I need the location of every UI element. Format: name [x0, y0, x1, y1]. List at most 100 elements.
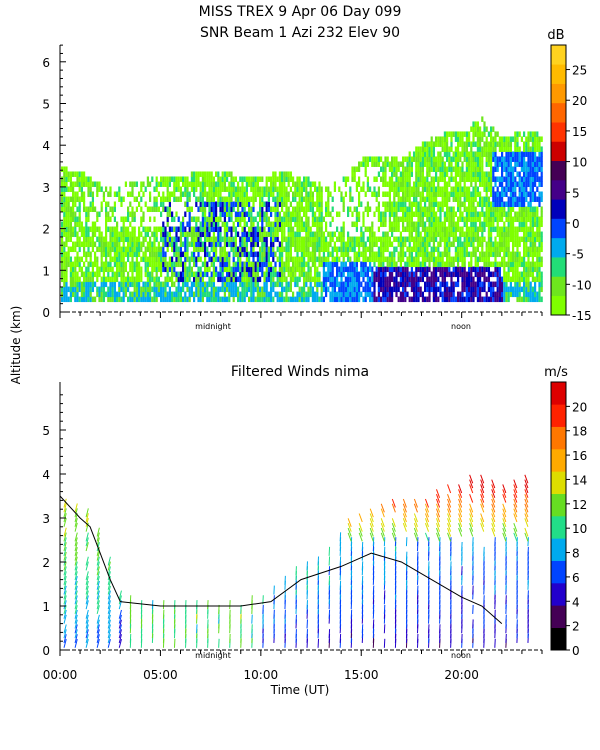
- snr-cell: [122, 236, 125, 243]
- snr-cell: [311, 181, 314, 187]
- snr-cell: [494, 296, 497, 303]
- snr-cell: [479, 161, 482, 167]
- snr-cell: [538, 176, 541, 182]
- snr-cell: [463, 181, 466, 187]
- snr-cell: [78, 256, 81, 263]
- snr-cell: [457, 206, 460, 213]
- snr-cell: [131, 181, 134, 187]
- snr-cell: [193, 236, 196, 243]
- snr-cell: [144, 286, 147, 293]
- snr-cell: [494, 211, 497, 218]
- snr-cell: [250, 261, 253, 268]
- snr-cell: [94, 296, 97, 303]
- snr-cell: [179, 296, 182, 303]
- snr-cell: [428, 201, 431, 207]
- snr-cell: [454, 186, 457, 192]
- snr-cell: [529, 251, 532, 258]
- snr-cell: [230, 201, 233, 207]
- snr-cell: [186, 206, 189, 213]
- snr-cell: [514, 251, 517, 258]
- snr-cell: [397, 271, 400, 278]
- snr-cell: [481, 226, 484, 233]
- snr-cell: [76, 276, 79, 283]
- snr-cell: [219, 226, 222, 233]
- snr-cell: [76, 236, 79, 243]
- snr-cell: [94, 261, 97, 268]
- snr-cell: [505, 226, 508, 233]
- snr-cell: [457, 186, 460, 192]
- snr-cell: [402, 241, 405, 248]
- snr-cell: [340, 246, 343, 253]
- snr-cell: [270, 241, 273, 248]
- snr-cell: [421, 196, 424, 202]
- snr-cell: [89, 241, 92, 248]
- snr-cell: [527, 251, 530, 258]
- snr-cell: [250, 226, 253, 233]
- snr-cell: [142, 216, 145, 223]
- snr-cell: [518, 271, 521, 278]
- snr-cell: [404, 156, 407, 162]
- snr-cell: [160, 181, 163, 187]
- snr-cell: [61, 191, 64, 197]
- snr-cell: [223, 181, 226, 187]
- snr-cell: [406, 181, 409, 187]
- snr-cell: [454, 196, 457, 202]
- snr-cell: [305, 291, 308, 298]
- snr-cell: [261, 196, 264, 202]
- snr-cell: [254, 186, 257, 192]
- snr-cell: [487, 261, 490, 268]
- snr-cell: [388, 226, 391, 233]
- snr-cell: [232, 241, 235, 248]
- snr-cell: [281, 291, 284, 298]
- snr-cell: [248, 231, 251, 238]
- snr-cell: [153, 256, 156, 263]
- snr-cell: [494, 166, 497, 172]
- snr-cell: [397, 296, 400, 303]
- snr-cell: [421, 186, 424, 192]
- snr-cell: [184, 256, 187, 263]
- snr-cell: [523, 196, 526, 202]
- snr-cell: [296, 191, 299, 197]
- snr-colorbar-segment: [551, 237, 566, 258]
- snr-cell: [476, 141, 479, 147]
- snr-cell: [151, 286, 154, 293]
- snr-cell: [531, 186, 534, 192]
- snr-cell: [518, 196, 521, 202]
- snr-cell: [448, 286, 451, 293]
- snr-cell: [465, 146, 468, 152]
- snr-cell: [120, 261, 123, 268]
- snr-cell: [133, 251, 136, 258]
- snr-cell: [228, 241, 231, 248]
- snr-cell: [479, 171, 482, 177]
- snr-cell: [428, 226, 431, 233]
- snr-cell: [267, 256, 270, 263]
- snr-cell: [448, 181, 451, 187]
- snr-cell: [470, 236, 473, 243]
- snr-cell: [443, 221, 446, 228]
- wind-barb: [85, 609, 89, 619]
- snr-cell: [377, 171, 380, 177]
- snr-cell: [197, 176, 200, 182]
- snr-cell: [540, 276, 543, 283]
- snr-cell: [281, 226, 284, 233]
- snr-cell: [252, 196, 255, 202]
- snr-cell: [281, 241, 284, 248]
- snr-cell: [386, 236, 389, 243]
- snr-cell: [107, 201, 110, 207]
- wind-barbs: [63, 474, 529, 648]
- snr-cell: [505, 271, 508, 278]
- snr-cell: [63, 266, 66, 273]
- snr-cell: [285, 201, 288, 207]
- snr-cell: [507, 166, 510, 172]
- snr-cell: [435, 136, 438, 142]
- snr-cell: [404, 261, 407, 268]
- snr-cell: [509, 201, 512, 207]
- snr-cell: [98, 271, 101, 278]
- snr-cell: [241, 281, 244, 288]
- snr-cell: [329, 231, 332, 238]
- snr-cell: [351, 266, 354, 273]
- snr-cell: [201, 276, 204, 283]
- snr-cell: [298, 176, 301, 182]
- snr-cell: [63, 186, 66, 192]
- snr-cell: [446, 211, 449, 218]
